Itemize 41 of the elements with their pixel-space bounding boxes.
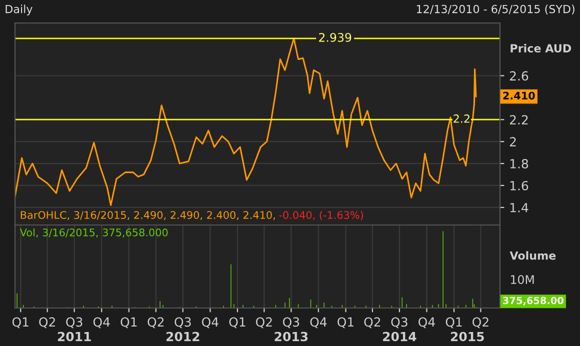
x-tick-label: Q2 <box>256 317 272 328</box>
x-tick-label: Q4 <box>202 317 218 328</box>
chart-subtitle: 12/13/2010 - 6/5/2015 (SYD) <box>416 4 574 15</box>
x-tick-label: Q3 <box>391 317 408 328</box>
annotation: 2.410 <box>503 92 535 100</box>
x2-tick-label: 2014 <box>383 332 416 342</box>
x-tick-label: Q1 <box>338 317 354 328</box>
x-tick-label: Q3 <box>174 317 191 328</box>
x-tick-label: Q4 <box>310 317 327 328</box>
x2-tick-label: 2015 <box>450 332 484 342</box>
y-tick-label: 1.4 <box>510 203 528 212</box>
annotation: -0.040, (-1.63%) <box>279 210 364 220</box>
x-tick-label: Q2 <box>364 317 380 328</box>
y-tick-label: 2 <box>510 137 516 146</box>
x2-tick-label: 2012 <box>166 332 200 342</box>
y-axis-title: Volume <box>510 251 556 260</box>
x2-tick-label: 2013 <box>274 332 308 342</box>
annotation: BarOHLC, 3/16/2015, 2.490, 2.490, 2.400, 2.410, <box>20 211 275 220</box>
x-tick-label: Q1 <box>446 317 462 328</box>
ref-line-label: 2.939 <box>319 32 352 42</box>
x-tick-label: Q4 <box>93 317 110 328</box>
y-tick-label: 2.2 <box>510 115 528 124</box>
x2-tick-label: 2011 <box>58 332 91 342</box>
y-tick-label: 2.6 <box>510 71 528 81</box>
annotation: Vol, 3/16/2015, 375,658.000 <box>20 228 168 238</box>
x-tick-label: Q1 <box>12 317 28 328</box>
x-tick-label: Q2 <box>148 317 164 328</box>
x-tick-label: Q2 <box>472 317 488 328</box>
x-tick-label: Q3 <box>66 317 82 328</box>
y-axis-title: Price AUD <box>510 44 572 52</box>
y-tick-label: 1.8 <box>510 158 528 168</box>
text: 10M <box>510 275 534 284</box>
y-tick-label: 1.6 <box>510 180 528 190</box>
text: 375,658.00 <box>503 296 564 306</box>
x-tick-label: Q2 <box>39 317 55 328</box>
x-tick-label: Q3 <box>282 317 300 328</box>
x-tick-label: Q1 <box>229 317 246 328</box>
chart-title: Daily <box>6 4 32 16</box>
ref-line-label: 2.2 <box>454 114 470 123</box>
x-tick-label: Q1 <box>120 317 137 328</box>
x-tick-label: Q4 <box>418 317 435 328</box>
